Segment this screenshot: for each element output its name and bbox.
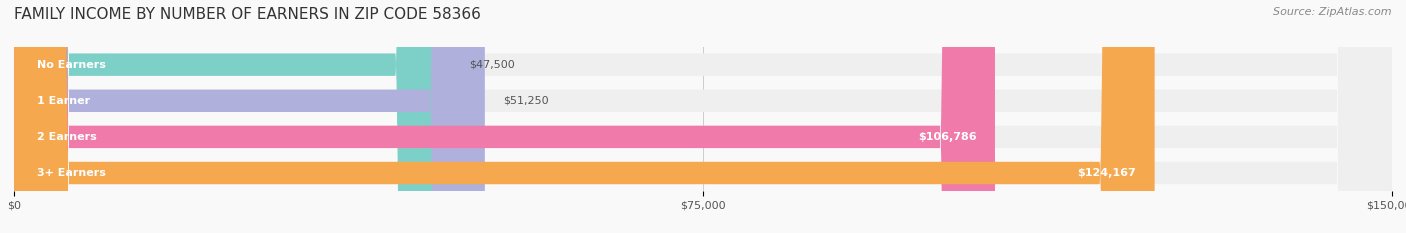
FancyBboxPatch shape bbox=[14, 0, 1392, 233]
Text: Source: ZipAtlas.com: Source: ZipAtlas.com bbox=[1274, 7, 1392, 17]
FancyBboxPatch shape bbox=[14, 0, 995, 233]
FancyBboxPatch shape bbox=[14, 0, 1392, 233]
FancyBboxPatch shape bbox=[14, 0, 450, 233]
FancyBboxPatch shape bbox=[14, 0, 1392, 233]
FancyBboxPatch shape bbox=[14, 0, 1154, 233]
Text: $106,786: $106,786 bbox=[918, 132, 977, 142]
Text: FAMILY INCOME BY NUMBER OF EARNERS IN ZIP CODE 58366: FAMILY INCOME BY NUMBER OF EARNERS IN ZI… bbox=[14, 7, 481, 22]
Text: $51,250: $51,250 bbox=[503, 96, 548, 106]
Text: $47,500: $47,500 bbox=[468, 60, 515, 70]
Text: 2 Earners: 2 Earners bbox=[37, 132, 97, 142]
Text: No Earners: No Earners bbox=[37, 60, 105, 70]
FancyBboxPatch shape bbox=[14, 0, 1392, 233]
Text: 1 Earner: 1 Earner bbox=[37, 96, 90, 106]
Text: 3+ Earners: 3+ Earners bbox=[37, 168, 105, 178]
Text: $124,167: $124,167 bbox=[1077, 168, 1136, 178]
FancyBboxPatch shape bbox=[14, 0, 485, 233]
